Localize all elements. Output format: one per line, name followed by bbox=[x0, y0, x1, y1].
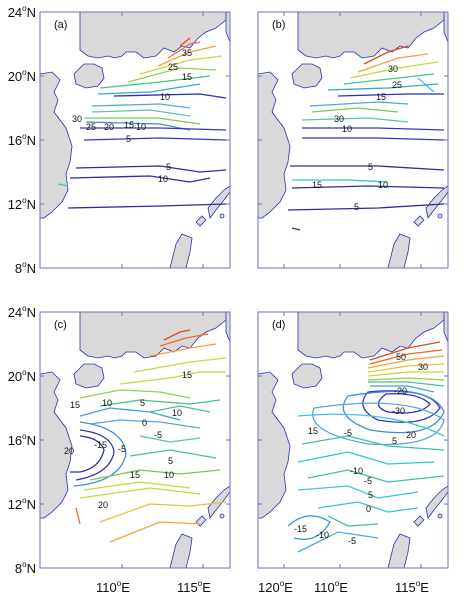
panel-c-contour-label: 20 bbox=[64, 446, 74, 456]
panel-a-contour-label: 15 bbox=[124, 120, 134, 130]
latitude-label: 16oN bbox=[8, 132, 36, 148]
latitude-label: 20oN bbox=[8, 68, 36, 84]
latitude-label: 24oN bbox=[8, 4, 36, 20]
panel-a: (a) 35 25 15 10 30 25 20 15 10 5 5 10 bbox=[39, 11, 231, 269]
panel-a-contour-label: 5 bbox=[126, 134, 131, 144]
latitude-labels-top: 24oN 20oN 16oN 12oN 8oN bbox=[8, 4, 36, 276]
panel-b-contour-label: 15 bbox=[376, 92, 386, 102]
panel-d-contour-label: -5 bbox=[364, 476, 372, 486]
panel-a-contour-label: 10 bbox=[136, 122, 146, 132]
panel-b-contour-label: 25 bbox=[392, 80, 402, 90]
panel-c-contour-label: -5 bbox=[154, 430, 162, 440]
latitude-label: 8oN bbox=[15, 260, 36, 276]
panel-b-contour-label: 5 bbox=[354, 202, 359, 212]
panel-d-label: (d) bbox=[272, 319, 285, 331]
panel-d: (d) 50 30 -20 -30 15 -5 20 5 -10 -5 -15 … bbox=[257, 311, 449, 569]
panel-c-contour-label: 10 bbox=[172, 408, 182, 418]
panel-c-contour-label: 10 bbox=[102, 398, 112, 408]
longitude-label: 110oE bbox=[96, 579, 130, 595]
latitude-labels-bottom: 24oN 20oN 16oN 12oN 8oN bbox=[8, 304, 36, 576]
panel-d-contour-label: -5 bbox=[348, 536, 356, 546]
latitude-label: 12oN bbox=[8, 496, 36, 512]
panel-b-contour-label: 30 bbox=[388, 64, 398, 74]
panel-c-contour-label: 10 bbox=[164, 470, 174, 480]
panel-a-contour-label: 10 bbox=[160, 92, 170, 102]
latitude-label: 20oN bbox=[8, 368, 36, 384]
panel-b-contour-label: 10 bbox=[378, 180, 388, 190]
panel-c-contour-label: 5 bbox=[140, 398, 145, 408]
latitude-label: 16oN bbox=[8, 432, 36, 448]
panel-c-contour-label: -15 bbox=[94, 440, 107, 450]
panel-d-contour-label: 30 bbox=[418, 362, 428, 372]
panel-b-contour-label: 30 bbox=[334, 114, 344, 124]
panel-b-contour-label: 15 bbox=[312, 180, 322, 190]
panel-d-contour-label: 5 bbox=[368, 490, 373, 500]
panel-a-contour-label: 25 bbox=[86, 122, 96, 132]
panel-a-label: (a) bbox=[54, 19, 67, 31]
panel-c-label: (c) bbox=[54, 319, 67, 331]
panel-d-contour-label: -5 bbox=[344, 428, 352, 438]
panel-b: (b) 30 25 15 30 10 5 15 10 5 bbox=[257, 11, 449, 269]
panel-a-contour-label: 10 bbox=[158, 174, 168, 184]
latitude-label: 12oN bbox=[8, 196, 36, 212]
axis-ticks bbox=[40, 11, 448, 569]
panel-a-contour-label: 15 bbox=[182, 72, 192, 82]
panel-d-contour-label: -10 bbox=[316, 530, 329, 540]
panel-c-contour-label: 15 bbox=[130, 470, 140, 480]
panel-c-contour-label: -5 bbox=[118, 444, 126, 454]
longitude-labels: 110oE115oE120oE110oE115oE120oE bbox=[96, 579, 429, 595]
panel-a-contour-label: 30 bbox=[72, 114, 82, 124]
panel-c-contour-label: 0 bbox=[142, 418, 147, 428]
panel-c-contour-label: 5 bbox=[168, 456, 173, 466]
panel-a-contour-label: 25 bbox=[168, 62, 178, 72]
panel-d-contour-label: -30 bbox=[392, 406, 405, 416]
panel-c-contour-label: 15 bbox=[182, 370, 192, 380]
panel-b-label: (b) bbox=[272, 19, 285, 31]
panel-d-contour-label: 15 bbox=[308, 426, 318, 436]
latitude-label: 8oN bbox=[15, 560, 36, 576]
panel-a-contour-label: 35 bbox=[182, 48, 192, 58]
longitude-label: 120oE bbox=[258, 579, 293, 595]
panel-d-contour-label: 20 bbox=[406, 430, 416, 440]
panel-d-contour-label: -15 bbox=[294, 524, 307, 534]
panel-b-contour-label: 10 bbox=[342, 124, 352, 134]
panel-d-contour-label: 0 bbox=[366, 504, 371, 514]
panel-d-contour-label: 50 bbox=[396, 352, 406, 362]
latitude-label: 24oN bbox=[8, 304, 36, 320]
panel-c: (c) 15 15 10 5 10 0 -5 20 -15 -5 5 15 10… bbox=[39, 311, 231, 569]
longitude-label: 115oE bbox=[177, 579, 211, 595]
panel-c-contour-label: 15 bbox=[70, 400, 80, 410]
panel-b-contour-label: 5 bbox=[368, 162, 373, 172]
longitude-label: 115oE bbox=[395, 579, 429, 595]
panel-d-contour-label: -20 bbox=[394, 386, 407, 396]
panel-d-contour-label: 5 bbox=[392, 436, 397, 446]
panel-a-contour-label: 5 bbox=[166, 162, 171, 172]
panel-c-contour-label: 20 bbox=[98, 500, 108, 510]
longitude-label: 110oE bbox=[314, 579, 348, 595]
panel-d-contour-label: -10 bbox=[350, 466, 363, 476]
panel-a-contour-label: 20 bbox=[104, 122, 114, 132]
